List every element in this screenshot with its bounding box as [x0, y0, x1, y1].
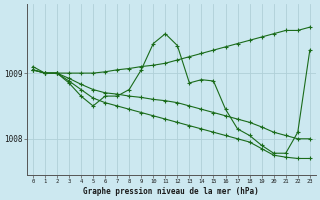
X-axis label: Graphe pression niveau de la mer (hPa): Graphe pression niveau de la mer (hPa): [84, 187, 259, 196]
